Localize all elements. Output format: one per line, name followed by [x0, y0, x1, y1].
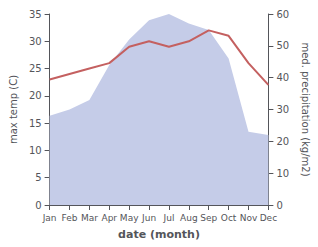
- svg-text:Aug: Aug: [180, 213, 198, 223]
- svg-text:Feb: Feb: [62, 213, 78, 223]
- svg-text:Nov: Nov: [240, 213, 258, 223]
- svg-text:Jul: Jul: [163, 213, 175, 223]
- svg-text:30: 30: [29, 36, 42, 47]
- svg-text:20: 20: [29, 90, 42, 101]
- svg-text:Jun: Jun: [141, 213, 156, 223]
- svg-text:50: 50: [276, 40, 289, 51]
- svg-text:med. precipitation (kg/m2): med. precipitation (kg/m2): [300, 42, 311, 176]
- svg-text:60: 60: [276, 9, 289, 20]
- svg-text:Jan: Jan: [42, 213, 57, 223]
- svg-text:35: 35: [29, 9, 42, 20]
- svg-text:0: 0: [276, 200, 282, 211]
- svg-text:30: 30: [276, 104, 289, 115]
- svg-text:10: 10: [276, 168, 289, 179]
- svg-text:date (month): date (month): [118, 228, 200, 241]
- svg-text:Mar: Mar: [81, 213, 98, 223]
- svg-text:40: 40: [276, 72, 289, 83]
- svg-text:Oct: Oct: [221, 213, 237, 223]
- svg-text:Sep: Sep: [200, 213, 217, 223]
- svg-text:20: 20: [276, 136, 289, 147]
- svg-text:5: 5: [35, 172, 41, 183]
- svg-text:0: 0: [35, 200, 41, 211]
- svg-text:max temp (C): max temp (C): [8, 75, 19, 144]
- svg-text:25: 25: [29, 63, 42, 74]
- svg-text:Apr: Apr: [101, 213, 117, 223]
- svg-text:Dec: Dec: [260, 213, 277, 223]
- svg-text:May: May: [120, 213, 139, 223]
- svg-text:15: 15: [29, 118, 42, 129]
- svg-text:10: 10: [29, 145, 42, 156]
